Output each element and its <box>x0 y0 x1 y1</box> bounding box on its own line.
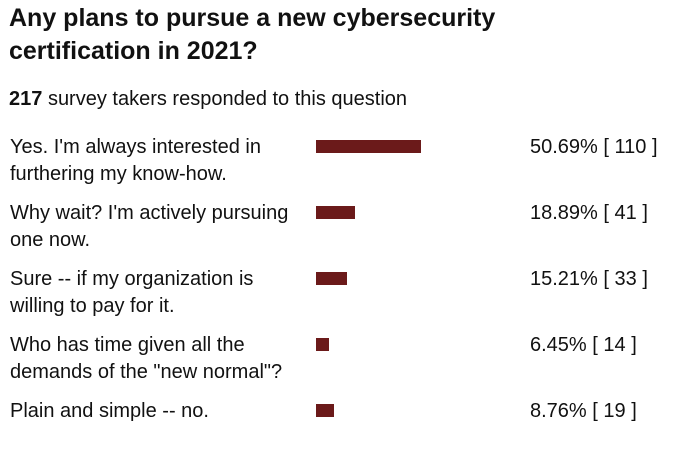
count-label: [ 14 ] <box>592 334 637 356</box>
category-label: Who has time given all the demands of th… <box>10 334 283 383</box>
percent-label: 50.69% <box>530 136 598 158</box>
count-label: [ 19 ] <box>592 400 637 422</box>
count-label: [ 110 ] <box>603 136 658 158</box>
count-label: [ 33 ] <box>603 268 648 290</box>
value-label: 6.45% [ 14 ] <box>530 332 637 359</box>
bar <box>316 272 348 285</box>
value-label: 18.89% [ 41 ] <box>530 200 648 227</box>
category-label: Why wait? I'm actively pursuing one now. <box>10 202 289 251</box>
chart-title: Any plans to pursue a new cybersecurity … <box>9 4 496 65</box>
percent-label: 15.21% <box>530 268 598 290</box>
respondent-count: 217 <box>9 88 43 110</box>
value-label: 8.76% [ 19 ] <box>530 398 637 425</box>
percent-label: 6.45% <box>530 334 587 356</box>
row: Sure -- if my organization is willing to… <box>0 266 680 326</box>
bar <box>316 140 421 153</box>
category-label: Sure -- if my organization is willing to… <box>10 268 254 317</box>
category-label: Yes. I'm always interested in furthering… <box>10 136 261 185</box>
category-label: Plain and simple -- no. <box>10 400 209 422</box>
bar <box>316 404 335 417</box>
row: Yes. I'm always interested in furthering… <box>0 134 680 194</box>
percent-label: 18.89% <box>530 202 598 224</box>
row: Plain and simple -- no. 8.76% [ 19 ] <box>0 398 680 458</box>
bar <box>316 338 330 351</box>
row: Why wait? I'm actively pursuing one now.… <box>0 200 680 260</box>
page: {"chart_data": {"type": "bar", "orientat… <box>0 4 680 422</box>
subtitle-text: survey takers responded to this question <box>47 88 408 110</box>
row: Who has time given all the demands of th… <box>0 332 680 392</box>
count-label: [ 41 ] <box>603 202 648 224</box>
value-label: 15.21% [ 33 ] <box>530 266 648 293</box>
value-label: 50.69% [ 110 ] <box>530 134 658 161</box>
percent-label: 8.76% <box>530 400 587 422</box>
subtitle: 217 survey takers responded to this ques… <box>9 88 407 111</box>
bar <box>316 206 356 219</box>
